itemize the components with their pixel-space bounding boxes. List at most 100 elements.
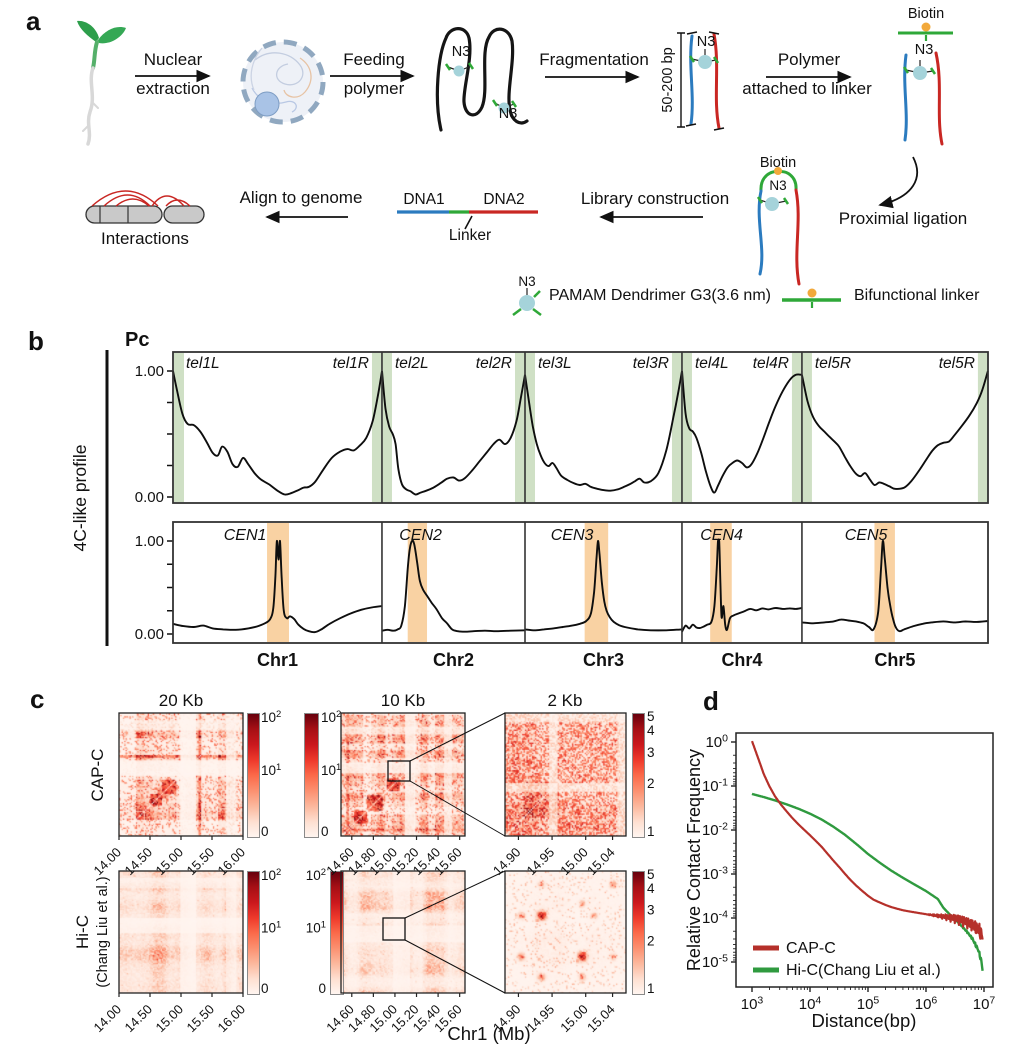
colorbar-tick: 101: [261, 920, 281, 936]
d-xtick: 106: [915, 994, 938, 1013]
heatmap-xtick: 15.00: [153, 1002, 187, 1036]
colorbar-tick: 0: [261, 824, 269, 839]
colorbar-tick: 1: [647, 981, 655, 996]
dendrimer-icon: [453, 65, 465, 77]
d-ytick: 10-2: [702, 820, 728, 839]
cen-band: [407, 523, 428, 642]
proximal-ligation-label: Proximial ligation: [838, 209, 968, 228]
row-label-hic: Hi-C: [73, 915, 92, 949]
heatmap-hic-10kb: [341, 871, 465, 993]
colorbar-capc-20kb: [247, 713, 260, 838]
step-polymer-label: polymer: [343, 79, 405, 98]
chr-label: Chr5: [874, 650, 915, 670]
cen-curve-chr2: [381, 539, 526, 633]
d-xtick: 107: [973, 994, 996, 1013]
tel-band: [524, 353, 535, 502]
profile-curve-chr1: [172, 370, 383, 496]
row-label-hic-src: (Chang Liu et al.): [95, 876, 111, 987]
interactions-label: Interactions: [101, 229, 189, 248]
colorbar-tick: 0: [321, 824, 329, 839]
legend-label: Hi-C(Chang Liu et al.): [786, 962, 941, 979]
heatmap-capc-20kb: [119, 713, 243, 836]
tel-band: [381, 353, 392, 502]
dendrimer-icon: [698, 55, 712, 69]
cen-curve-chr4: [681, 538, 803, 633]
colorbar-hic-10kb: [330, 871, 344, 995]
bifunctional-linker-legend-icon: [782, 288, 841, 308]
d-ytick: 10-3: [702, 864, 728, 883]
d-xlabel: Distance(bp): [812, 1010, 917, 1031]
d-xtick: 103: [741, 994, 764, 1013]
heatmap-capc-2kb: [505, 713, 626, 836]
n3-label: N3: [914, 42, 934, 58]
arrow-proximal-ligation: [878, 156, 918, 209]
biotin-label: Biotin: [759, 155, 797, 171]
colorbar-tick: 4: [647, 723, 655, 738]
panel-a-letter: a: [26, 6, 41, 36]
panel-c-letter: c: [30, 684, 45, 714]
tel-band: [371, 353, 382, 502]
panel-d-chart: 103 104 105 106 107 100 10-1 10-2 10-3 10-4 10-5Re…: [684, 732, 995, 1031]
profile-curve-chr4: [681, 370, 802, 494]
tel-band: [681, 353, 692, 502]
cen-label: CEN3: [551, 527, 594, 544]
d-ytick: 10-4: [702, 908, 728, 927]
heatmap-xtick: 14.50: [122, 1002, 156, 1036]
step-polymer2-label: Polymer: [777, 50, 841, 69]
library-construction-label: Library construction: [580, 189, 730, 208]
tel-label: tel5R: [939, 355, 975, 372]
b-ylabel: 4C-like profile: [70, 445, 90, 552]
dna1-label: DNA1: [403, 191, 445, 208]
heatmap-xtick: 15.60: [431, 1002, 465, 1036]
heatmap-xtick: 15.50: [184, 1002, 218, 1036]
tel-label: tel1L: [186, 355, 220, 372]
cen-label: CEN4: [700, 527, 743, 544]
b-ytick: 1.00: [135, 533, 164, 550]
cen-label: CEN5: [845, 527, 888, 544]
dendrimer-icon: [765, 197, 779, 211]
fragment-size-label: 50-200 bp: [660, 47, 676, 113]
tel-label: tel1R: [333, 355, 369, 372]
step-attached-label: attached to linker: [742, 79, 872, 98]
d-ytick: 10-5: [702, 952, 728, 971]
heatmap-xtick: 14.95: [524, 1002, 558, 1036]
b-ytick: 0.00: [135, 489, 164, 506]
colorbar-hic-2kb: [632, 871, 645, 995]
heatmap-xtick: 15.00: [366, 1002, 400, 1036]
resolution-title: 10 Kb: [381, 691, 425, 710]
cen-curve-chr3: [524, 540, 683, 632]
n3-label: N3: [696, 34, 716, 50]
b-ytick: 0.00: [135, 626, 164, 643]
profile-curve-chr3: [524, 370, 683, 492]
profile-curve-chr2: [381, 370, 526, 496]
tel-label: tel2L: [395, 355, 429, 372]
n3-label: N3: [451, 44, 471, 60]
decay-curve-cap-c: [750, 740, 984, 940]
tel-label: tel2R: [476, 355, 512, 372]
step-fragmentation-label: Fragmentation: [539, 50, 649, 69]
tel-band: [791, 353, 802, 502]
tel-label: tel4R: [753, 355, 789, 372]
tel-band: [977, 353, 988, 502]
cen-label: CEN2: [399, 527, 442, 544]
colorbar-tick: 3: [647, 745, 655, 760]
colorbar-tick: 0: [318, 981, 326, 996]
heatmap-hic-20kb: [119, 871, 243, 993]
dna2-label: DNA2: [483, 191, 525, 208]
pamam-dendrimer-legend-icon: [512, 288, 542, 316]
heatmap-xtick: 15.00: [557, 1002, 591, 1036]
legend-label: CAP-C: [786, 940, 836, 957]
colorbar-tick: 102: [306, 867, 326, 883]
step-extraction-label: extraction: [136, 79, 210, 98]
tel-band: [671, 353, 682, 502]
heatmap-hic-2kb: [505, 871, 626, 993]
d-ylabel: Relative Contact Frequency: [684, 749, 704, 971]
step-nuclear-label: Nuclear: [143, 50, 203, 69]
tel-band: [514, 353, 525, 502]
chr-label: Chr1: [257, 650, 298, 670]
colorbar-capc-10kb: [304, 713, 319, 838]
resolution-title: 2 Kb: [548, 691, 583, 710]
colorbar-tick: 101: [306, 920, 326, 936]
heatmap-xtick: 15.04: [584, 1002, 618, 1036]
step-feeding-label: Feeding: [343, 50, 405, 69]
